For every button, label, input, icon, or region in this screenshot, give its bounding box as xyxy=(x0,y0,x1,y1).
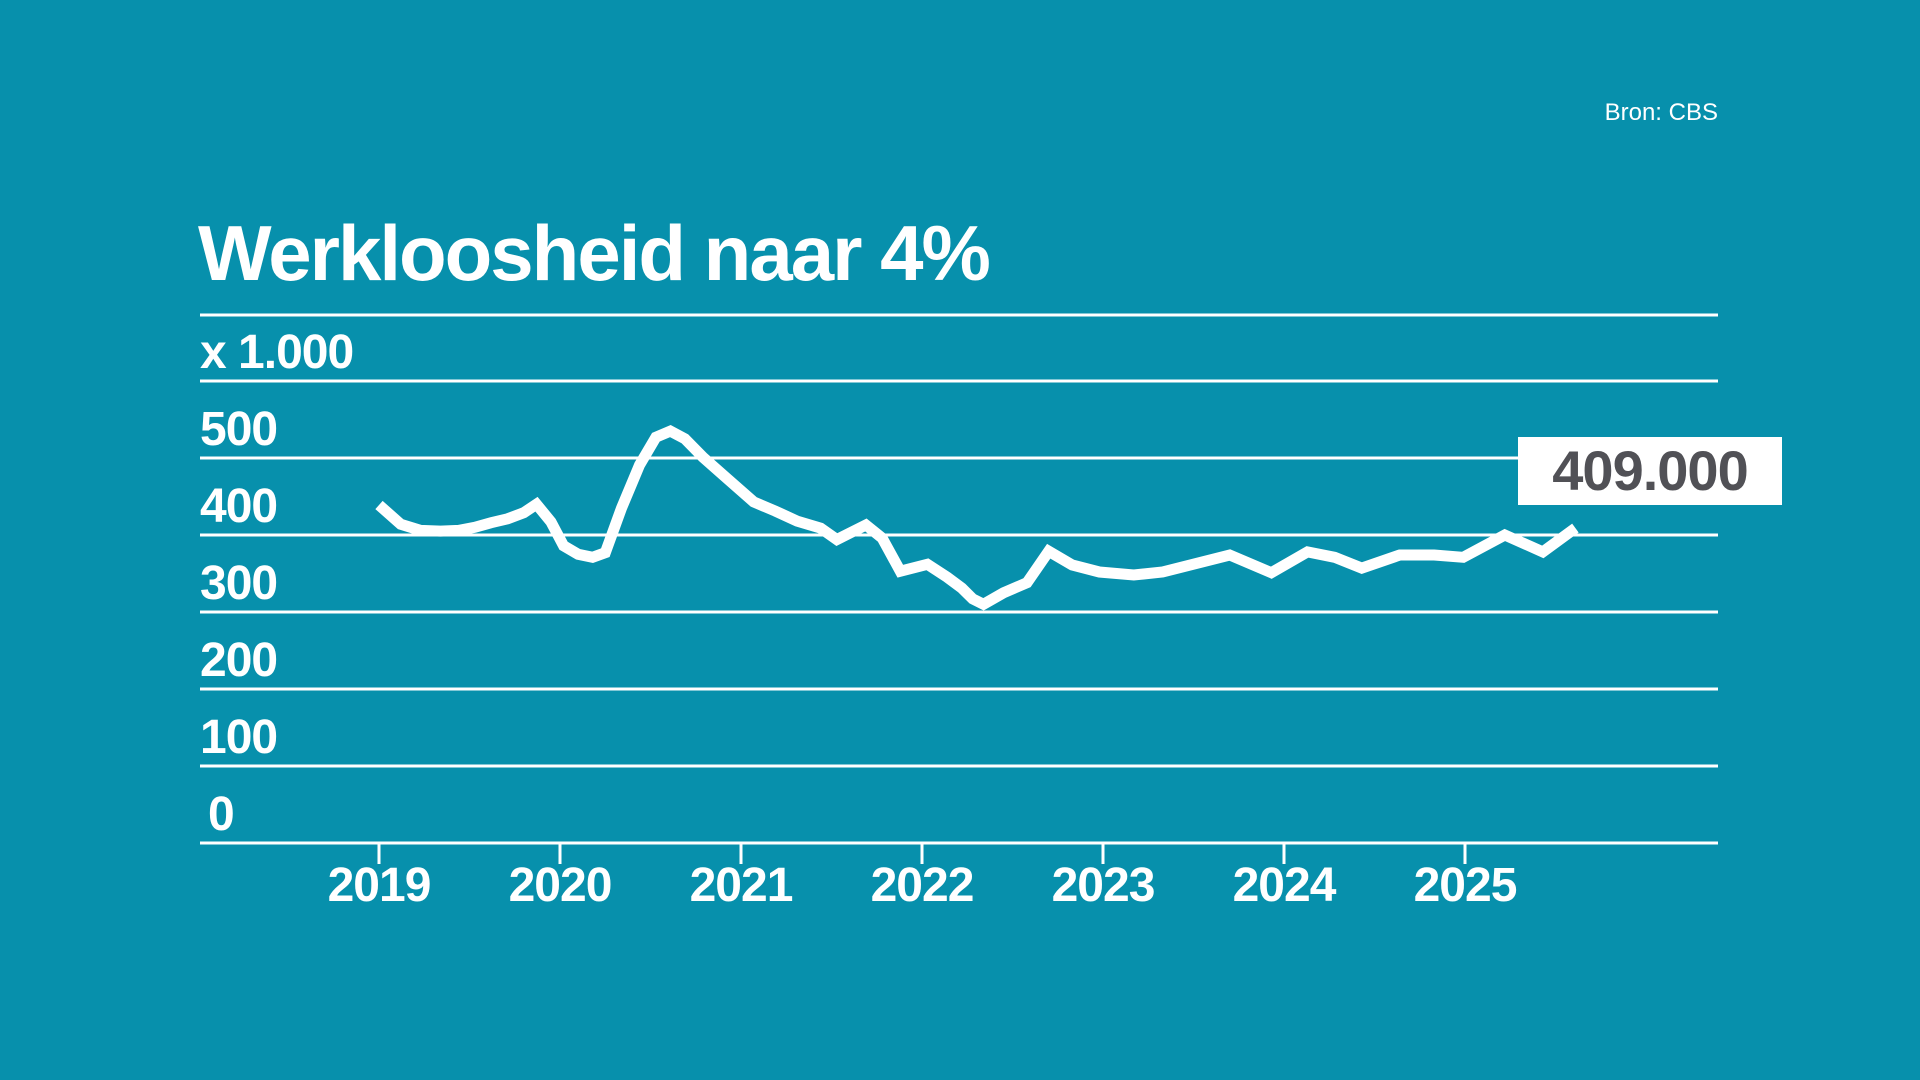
end-value-badge: 409.000 xyxy=(1518,437,1782,505)
x-axis-label-2024: 2024 xyxy=(1232,859,1337,912)
x-axis-label-2025: 2025 xyxy=(1413,859,1518,912)
x-axis-label-2022: 2022 xyxy=(870,859,975,912)
y-axis-label-0: 0 xyxy=(208,788,235,841)
y-axis-unit-label: x 1.000 xyxy=(200,326,354,379)
y-axis-label-500: 500 xyxy=(200,403,278,456)
y-axis-label-300: 300 xyxy=(200,557,278,610)
x-axis-label-2019: 2019 xyxy=(327,859,432,912)
x-axis-label-2021: 2021 xyxy=(689,859,794,912)
axis-ticks xyxy=(377,844,1467,864)
y-axis-label-100: 100 xyxy=(200,711,278,764)
x-axis-label-2020: 2020 xyxy=(508,859,613,912)
gridlines xyxy=(200,313,1718,768)
y-axis-label-200: 200 xyxy=(200,634,278,687)
chart-title: Werkloosheid naar 4% xyxy=(198,209,991,297)
x-axis-label-2023: 2023 xyxy=(1051,859,1156,912)
y-axis-label-400: 400 xyxy=(200,480,278,533)
end-value-text: 409.000 xyxy=(1552,439,1748,502)
source-credit: Bron: CBS xyxy=(1604,99,1718,126)
unemployment-data-line xyxy=(375,425,1579,611)
